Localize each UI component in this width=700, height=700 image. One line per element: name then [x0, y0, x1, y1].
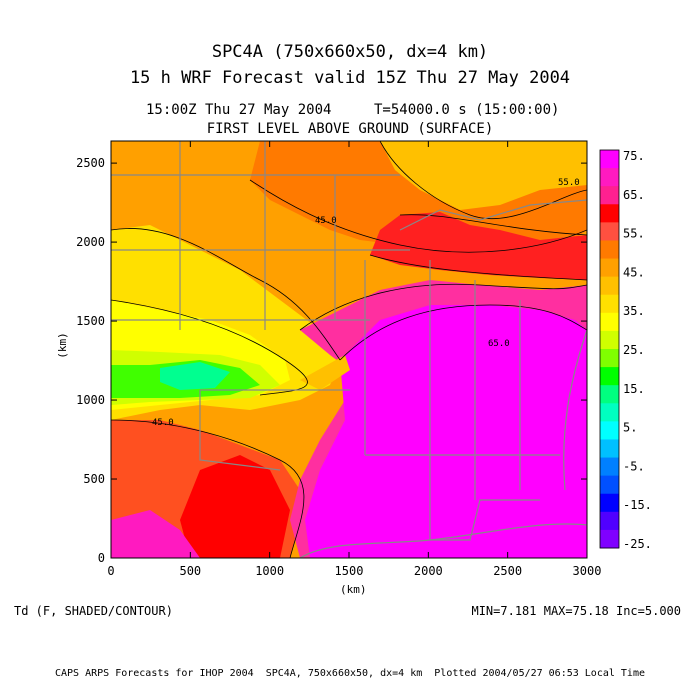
x-tick-label: 0 [107, 564, 114, 578]
colorbar-swatch [600, 150, 619, 169]
contour-label: 55.0 [558, 178, 580, 188]
colorbar-swatch [600, 475, 619, 495]
colorbar-swatch [600, 204, 619, 223]
level-label: FIRST LEVEL ABOVE GROUND (SURFACE) [206, 121, 494, 137]
contour-label: 45.0 [152, 418, 174, 428]
field-region [160, 362, 230, 390]
field-region [250, 141, 587, 255]
x-tick-label: 3000 [573, 564, 602, 578]
colorbar-label: -25. [623, 537, 652, 551]
colorbar-swatch [600, 294, 619, 314]
colorbar-swatch [600, 367, 619, 386]
chart-subtitle: 15 h WRF Forecast valid 15Z Thu 27 May 2… [129, 68, 571, 88]
contour-label: 65.0 [488, 339, 510, 349]
y-axis: 0 500 1000 1500 2000 2500 [76, 156, 587, 565]
contour-lines [111, 141, 587, 558]
field-region [111, 141, 587, 215]
state-boundaries [111, 141, 587, 558]
y-tick-label: 2500 [76, 156, 105, 170]
y-tick-label: 0 [98, 551, 105, 565]
field-region [180, 455, 290, 558]
field-region [305, 305, 587, 558]
colorbar-swatch [600, 529, 619, 549]
colorbar-swatch [600, 168, 619, 187]
footer-label: CAPS ARPS Forecasts for IHOP 2004 SPC4A,… [54, 668, 645, 679]
colorbar-swatch [600, 511, 619, 531]
field-label: Td (F, SHADED/CONTOUR) [14, 604, 173, 618]
colorbar-swatch [600, 385, 619, 404]
x-tick-label: 2000 [414, 564, 443, 578]
colorbar-swatch [600, 457, 619, 477]
contour-label: 45.0 [315, 216, 337, 226]
colorbar-swatch [600, 258, 619, 278]
y-tick-label: 1500 [76, 314, 105, 328]
field-region [300, 355, 350, 390]
y-tick-label: 500 [83, 472, 105, 486]
colorbar-swatch [600, 493, 619, 513]
colorbar-label: -5. [623, 459, 645, 473]
y-tick-label: 1000 [76, 393, 105, 407]
colorbar-swatch [600, 421, 619, 440]
colorbar-frame [599, 149, 620, 549]
colorbar-swatch [600, 276, 619, 296]
chart-title: SPC4A (750x660x50, dx=4 km) [211, 42, 489, 62]
x-tick-label: 500 [179, 564, 201, 578]
colorbar-label: 15. [623, 382, 645, 396]
colorbar-swatch [600, 349, 619, 368]
x-tick-label: 2500 [493, 564, 522, 578]
y-tick-label: 2000 [76, 235, 105, 249]
colorbar-label: 55. [623, 227, 645, 241]
colorbar-swatch [600, 312, 619, 332]
colorbar-swatch [600, 240, 619, 260]
x-axis: 0 500 1000 1500 2000 2500 3000 [107, 141, 601, 578]
colorbar-label: -15. [623, 498, 652, 512]
colorbar-label: 25. [623, 343, 645, 357]
colorbar-label: 5. [623, 421, 637, 435]
colorbar-label: 35. [623, 304, 645, 318]
field-region [111, 510, 200, 558]
colorbar: 75. 65. 55. 45. 35. 25. 15. 5. -5. -15. -25. [599, 149, 652, 551]
colorbar-label: 65. [623, 188, 645, 202]
model-time-label: T=54000.0 s (15:00:00) [374, 102, 560, 118]
field-region [370, 212, 587, 280]
minmax-label: MIN=7.181 MAX=75.18 Inc=5.000 [471, 604, 681, 618]
x-tick-label: 1000 [255, 564, 284, 578]
x-tick-label: 1500 [335, 564, 364, 578]
colorbar-label: 75. [623, 149, 645, 163]
colorbar-swatch [600, 186, 619, 205]
colorbar-swatch [600, 403, 619, 422]
colorbar-swatch [600, 222, 619, 241]
valid-time-label: 15:00Z Thu 27 May 2004 [146, 102, 332, 118]
colorbar-swatch [600, 439, 619, 459]
x-axis-label: (km) [340, 583, 367, 596]
colorbar-swatch [600, 330, 619, 350]
colorbar-label: 45. [623, 265, 645, 279]
